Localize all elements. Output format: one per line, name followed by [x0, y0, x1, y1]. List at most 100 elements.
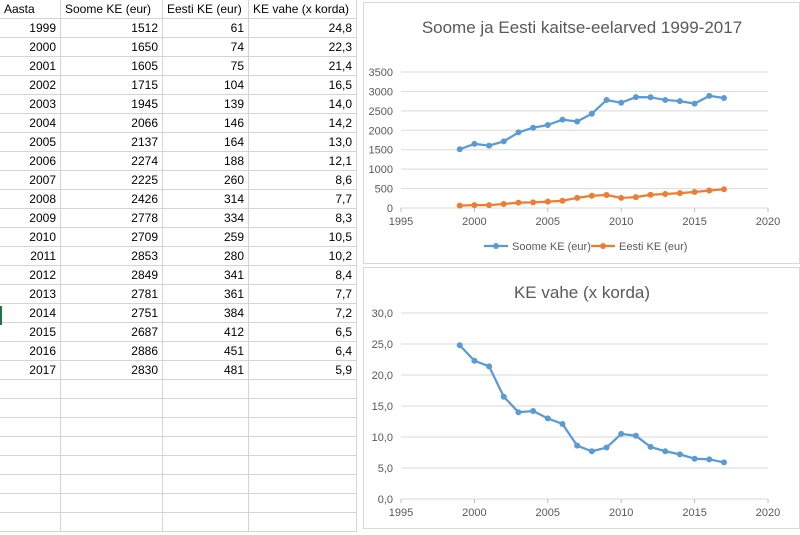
table-cell[interactable]: 412 [163, 323, 249, 342]
empty-cell[interactable] [0, 456, 61, 475]
header-cell[interactable]: Soome KE (eur) [61, 0, 163, 19]
data-point[interactable] [559, 197, 566, 204]
table-cell[interactable]: 10,2 [249, 247, 357, 266]
table-cell[interactable]: 75 [163, 57, 249, 76]
table-cell[interactable]: 2006 [0, 152, 61, 171]
table-cell[interactable]: 164 [163, 133, 249, 152]
data-point[interactable] [706, 92, 713, 99]
data-point[interactable] [486, 363, 493, 370]
data-point[interactable] [662, 96, 669, 103]
table-cell[interactable]: 10,5 [249, 228, 357, 247]
table-cell[interactable]: 2008 [0, 190, 61, 209]
empty-cell[interactable] [0, 399, 61, 418]
data-point[interactable] [515, 199, 522, 206]
empty-cell[interactable] [61, 456, 163, 475]
data-point[interactable] [588, 110, 595, 117]
data-point[interactable] [574, 118, 581, 125]
data-point[interactable] [486, 142, 493, 149]
table-cell[interactable]: 14,0 [249, 95, 357, 114]
header-cell[interactable]: Eesti KE (eur) [163, 0, 249, 19]
table-cell[interactable]: 7,7 [249, 190, 357, 209]
table-cell[interactable]: 2781 [61, 285, 163, 304]
header-cell[interactable]: Aasta [0, 0, 61, 19]
table-cell[interactable]: 2426 [61, 190, 163, 209]
empty-cell[interactable] [249, 513, 357, 532]
table-cell[interactable]: 1715 [61, 76, 163, 95]
data-point[interactable] [632, 94, 639, 101]
table-cell[interactable]: 2687 [61, 323, 163, 342]
table-cell[interactable]: 2886 [61, 342, 163, 361]
table-cell[interactable]: 7,2 [249, 304, 357, 323]
data-point[interactable] [676, 98, 683, 105]
empty-cell[interactable] [163, 513, 249, 532]
empty-cell[interactable] [249, 380, 357, 399]
empty-cell[interactable] [163, 418, 249, 437]
data-point[interactable] [706, 456, 713, 463]
data-point[interactable] [515, 129, 522, 136]
data-point[interactable] [647, 94, 654, 101]
table-cell[interactable]: 259 [163, 228, 249, 247]
empty-cell[interactable] [163, 475, 249, 494]
empty-cell[interactable] [0, 418, 61, 437]
table-cell[interactable]: 280 [163, 247, 249, 266]
table-cell[interactable]: 2005 [0, 133, 61, 152]
table-cell[interactable]: 21,4 [249, 57, 357, 76]
data-point[interactable] [588, 448, 595, 455]
table-cell[interactable]: 1512 [61, 19, 163, 38]
table-cell[interactable]: 188 [163, 152, 249, 171]
data-point[interactable] [544, 198, 551, 205]
table-cell[interactable]: 2011 [0, 247, 61, 266]
table-cell[interactable]: 2015 [0, 323, 61, 342]
data-point[interactable] [544, 121, 551, 128]
table-cell[interactable]: 139 [163, 95, 249, 114]
table-cell[interactable]: 5,9 [249, 361, 357, 380]
table-cell[interactable]: 146 [163, 114, 249, 133]
data-point[interactable] [530, 199, 537, 206]
data-point[interactable] [618, 430, 625, 437]
table-cell[interactable]: 2853 [61, 247, 163, 266]
table-cell[interactable]: 2007 [0, 171, 61, 190]
data-point[interactable] [676, 451, 683, 458]
data-point[interactable] [515, 409, 522, 416]
data-point[interactable] [662, 448, 669, 455]
table-cell[interactable]: 24,8 [249, 19, 357, 38]
ratio-chart[interactable]: KE vahe (x korda) 0,0 5,0 10,0 15,0 20,0 25,0… [363, 267, 800, 529]
data-point[interactable] [574, 442, 581, 449]
table-cell[interactable]: 2778 [61, 209, 163, 228]
empty-cell[interactable] [61, 437, 163, 456]
data-point[interactable] [647, 443, 654, 450]
data-point[interactable] [559, 420, 566, 427]
empty-cell[interactable] [61, 380, 163, 399]
table-cell[interactable]: 1999 [0, 19, 61, 38]
empty-cell[interactable] [163, 437, 249, 456]
table-cell[interactable]: 341 [163, 266, 249, 285]
table-cell[interactable]: 6,5 [249, 323, 357, 342]
table-cell[interactable]: 2017 [0, 361, 61, 380]
table-cell[interactable]: 2014 [0, 304, 61, 323]
empty-cell[interactable] [249, 475, 357, 494]
table-cell[interactable]: 361 [163, 285, 249, 304]
empty-cell[interactable] [61, 475, 163, 494]
data-point[interactable] [500, 200, 507, 207]
empty-cell[interactable] [61, 513, 163, 532]
table-cell[interactable]: 2009 [0, 209, 61, 228]
table-cell[interactable]: 2709 [61, 228, 163, 247]
empty-cell[interactable] [0, 380, 61, 399]
data-point[interactable] [632, 432, 639, 439]
table-cell[interactable]: 2000 [0, 38, 61, 57]
empty-cell[interactable] [249, 437, 357, 456]
table-cell[interactable]: 2830 [61, 361, 163, 380]
empty-cell[interactable] [61, 399, 163, 418]
data-point[interactable] [691, 100, 698, 107]
header-cell[interactable]: KE vahe (x korda) [249, 0, 357, 19]
table-cell[interactable]: 2137 [61, 133, 163, 152]
empty-cell[interactable] [249, 399, 357, 418]
data-point[interactable] [486, 202, 493, 209]
data-point[interactable] [618, 194, 625, 201]
table-cell[interactable]: 2849 [61, 266, 163, 285]
data-point[interactable] [500, 138, 507, 145]
table-cell[interactable]: 8,3 [249, 209, 357, 228]
data-point[interactable] [471, 202, 478, 209]
empty-cell[interactable] [249, 494, 357, 513]
